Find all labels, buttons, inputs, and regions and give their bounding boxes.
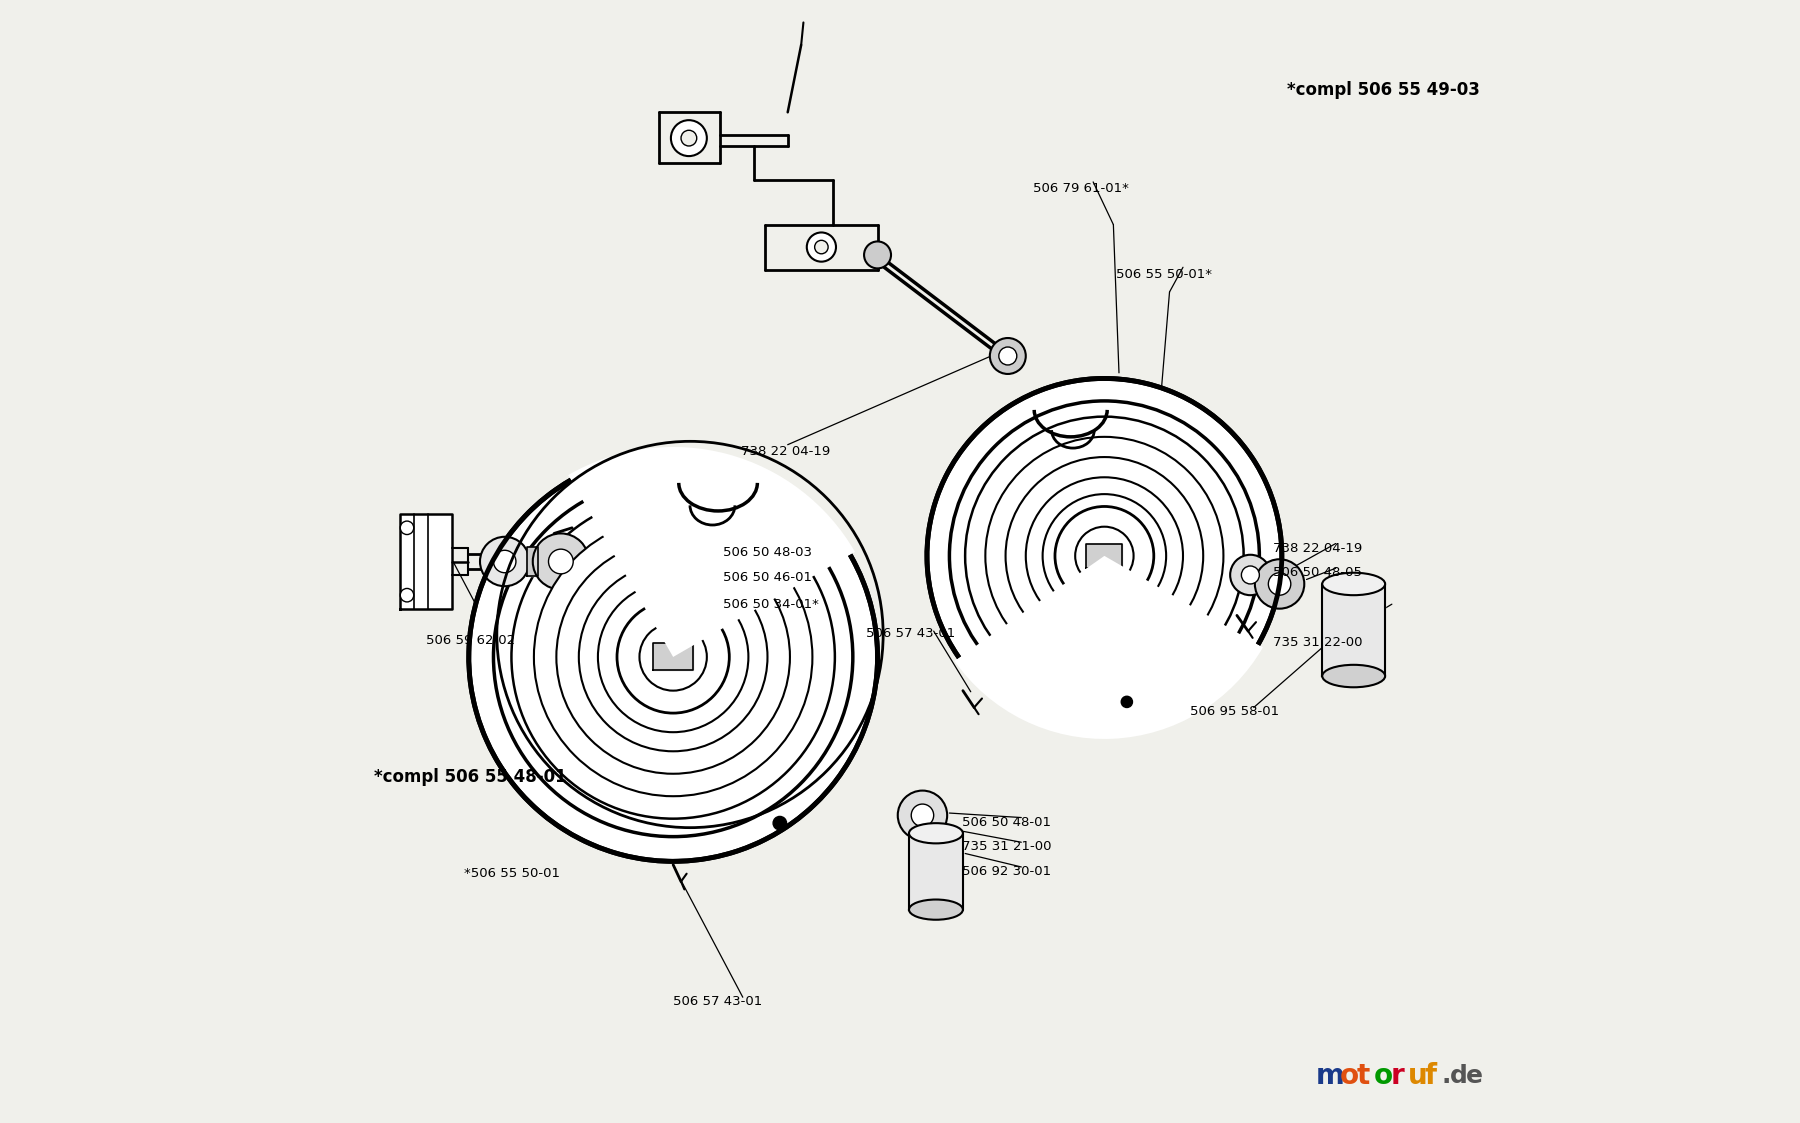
Text: r: r [1391, 1062, 1404, 1089]
Circle shape [965, 417, 1244, 695]
Text: 506 50 48-01: 506 50 48-01 [961, 815, 1051, 829]
Text: *compl 506 55 48-01: *compl 506 55 48-01 [374, 768, 567, 786]
Polygon shape [1323, 584, 1386, 676]
Circle shape [400, 521, 414, 535]
Text: 506 57 43-01: 506 57 43-01 [673, 995, 763, 1008]
Circle shape [680, 130, 697, 146]
Circle shape [493, 550, 517, 573]
Circle shape [1006, 457, 1202, 655]
Circle shape [671, 120, 707, 156]
Text: f: f [1424, 1062, 1436, 1089]
Circle shape [815, 240, 828, 254]
Circle shape [927, 378, 1282, 733]
Text: e: e [1465, 1063, 1483, 1088]
Circle shape [400, 588, 414, 602]
Polygon shape [909, 833, 963, 910]
Circle shape [549, 549, 572, 574]
Circle shape [985, 437, 1224, 675]
Circle shape [1255, 559, 1305, 609]
Text: 506 55 50-01*: 506 55 50-01* [1116, 267, 1211, 281]
Text: 738 22 04-19: 738 22 04-19 [1273, 541, 1363, 555]
Circle shape [598, 582, 749, 732]
Circle shape [1075, 527, 1134, 585]
Polygon shape [400, 514, 452, 609]
Circle shape [806, 232, 835, 262]
Circle shape [481, 537, 529, 586]
Text: u: u [1408, 1062, 1427, 1089]
Text: *compl 506 55 49-03: *compl 506 55 49-03 [1287, 81, 1480, 99]
Polygon shape [653, 643, 693, 670]
Circle shape [864, 241, 891, 268]
Ellipse shape [1323, 665, 1386, 687]
Text: d: d [1451, 1063, 1469, 1088]
Wedge shape [569, 447, 855, 657]
Text: 506 50 48-03: 506 50 48-03 [722, 546, 812, 559]
Circle shape [639, 623, 707, 691]
Circle shape [1055, 506, 1154, 605]
Text: 735 31 22-00: 735 31 22-00 [1273, 636, 1363, 649]
Circle shape [556, 540, 790, 774]
Wedge shape [954, 556, 1264, 739]
Circle shape [580, 563, 767, 751]
Text: 506 59 62-02: 506 59 62-02 [427, 633, 515, 647]
Text: 506 50 46-01: 506 50 46-01 [722, 570, 812, 584]
Circle shape [1121, 696, 1132, 707]
Circle shape [898, 791, 947, 840]
Text: 738 22 04-19: 738 22 04-19 [740, 445, 830, 458]
Ellipse shape [1323, 573, 1386, 595]
Polygon shape [527, 547, 538, 576]
Circle shape [949, 401, 1260, 711]
Text: 506 57 43-01: 506 57 43-01 [866, 627, 956, 640]
Circle shape [535, 518, 812, 796]
Circle shape [999, 347, 1017, 365]
Text: o: o [1341, 1062, 1359, 1089]
Text: o: o [1373, 1062, 1393, 1089]
Text: m: m [1316, 1062, 1345, 1089]
Circle shape [511, 495, 835, 819]
Circle shape [1042, 494, 1166, 618]
Text: 506 50 34-01*: 506 50 34-01* [722, 597, 819, 611]
Circle shape [911, 804, 934, 827]
Text: 506 95 58-01: 506 95 58-01 [1190, 705, 1278, 719]
Text: 506 50 48-05: 506 50 48-05 [1273, 566, 1363, 579]
Circle shape [774, 816, 787, 830]
Ellipse shape [909, 900, 963, 920]
Circle shape [1026, 477, 1183, 634]
Circle shape [468, 453, 878, 861]
Circle shape [533, 533, 589, 590]
Text: 506 79 61-01*: 506 79 61-01* [1033, 182, 1129, 195]
Text: *506 55 50-01: *506 55 50-01 [464, 867, 560, 880]
Circle shape [1242, 566, 1260, 584]
Ellipse shape [909, 823, 963, 843]
Text: t: t [1357, 1062, 1370, 1089]
Polygon shape [1087, 544, 1123, 568]
Circle shape [493, 477, 853, 837]
Circle shape [1229, 555, 1271, 595]
Circle shape [617, 601, 729, 713]
Circle shape [990, 338, 1026, 374]
Text: 506 92 30-01: 506 92 30-01 [961, 865, 1051, 878]
Text: 735 31 21-00: 735 31 21-00 [961, 840, 1051, 853]
Text: .: . [1442, 1063, 1451, 1088]
Circle shape [1269, 573, 1291, 595]
